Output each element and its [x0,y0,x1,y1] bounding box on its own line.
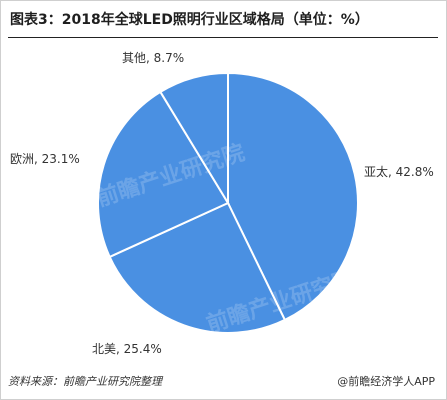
brand-credit: @前瞻经济学人APP [337,375,435,388]
label-europe: 欧洲, 23.1% [10,152,80,166]
title-divider [8,37,438,38]
chart-title: 图表3：2018年全球LED照明行业区域格局（单位：%） [10,12,369,28]
slice-north-america [108,201,287,334]
label-other: 其他, 8.7% [122,51,184,65]
slice-asia-pacific [227,71,359,322]
source-note: 资料来源：前瞻产业研究院整理 [8,375,162,388]
label-north-america: 北美, 25.4% [92,342,162,356]
slice-europe [97,90,230,259]
label-asia-pacific: 亚太, 42.8% [364,164,434,179]
slice-other [159,71,229,207]
